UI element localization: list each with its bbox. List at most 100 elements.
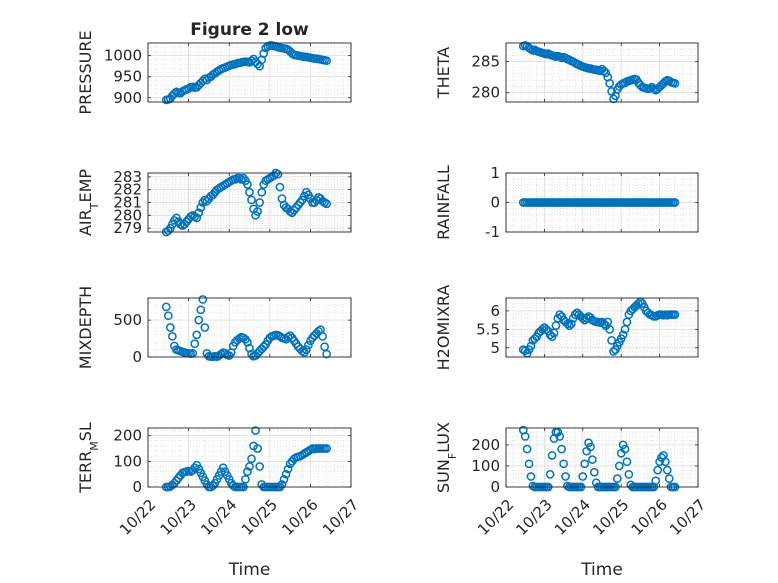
y-axis-label: RAINFALL <box>434 165 453 240</box>
data-point <box>243 467 252 476</box>
data-point <box>253 444 262 453</box>
data-point <box>526 341 536 351</box>
y-tick-label: 0 <box>132 348 142 366</box>
data-point <box>601 68 611 78</box>
y-axis-label-main: SUN <box>434 459 453 493</box>
data-point <box>651 476 661 486</box>
y-axis-label-subscript: F <box>446 453 459 459</box>
subplot-pressure: 900 950 1000 PRESSURE Figure 2 low <box>76 20 352 115</box>
data-point <box>555 432 565 441</box>
axes-frame <box>147 172 352 233</box>
data-point <box>566 319 576 329</box>
data-point <box>285 331 295 340</box>
y-axis-label: THETA <box>434 47 453 99</box>
y-axis-label-main: PRESSURE <box>76 30 95 114</box>
data-point <box>255 198 264 207</box>
data-point <box>322 444 331 453</box>
data-point <box>314 326 323 336</box>
data-point <box>563 319 572 329</box>
data-point <box>301 345 311 354</box>
data-point <box>622 457 632 467</box>
data-point <box>322 349 331 359</box>
data-point <box>618 440 628 450</box>
y-tick-label: -1 <box>485 223 500 241</box>
x-tick-label: 10/23 <box>512 496 555 539</box>
data-point <box>553 427 563 437</box>
subplot-h2omixra: 55.56 H2OMIXRA <box>434 285 699 371</box>
data-point <box>586 442 595 452</box>
data-point <box>620 444 630 454</box>
y-axis-label-main: TERR <box>76 451 95 494</box>
x-axis-label: Time <box>228 560 271 580</box>
data-point <box>253 207 262 216</box>
subplot-theta: 280 285 THETA <box>434 41 699 104</box>
data-point <box>588 455 597 464</box>
data-point <box>165 323 175 332</box>
data-point <box>559 459 568 469</box>
y-tick-label: 100 <box>113 452 142 470</box>
x-tick-label: 10/27 <box>319 496 362 539</box>
data-point <box>589 467 599 477</box>
y-tick-label: 5 <box>490 339 500 357</box>
data-point <box>613 474 622 483</box>
data-point <box>582 313 591 323</box>
y-tick-label: 900 <box>113 89 142 107</box>
data-point <box>161 302 171 312</box>
y-tick-label: 282 <box>113 181 142 199</box>
x-tick-label: 10/22 <box>116 496 159 539</box>
data-point <box>520 432 530 441</box>
y-axis-label-main: THETA <box>434 47 453 99</box>
x-tick-label: 10/25 <box>238 496 281 539</box>
data-point <box>561 472 570 481</box>
y-axis-label: PRESSURE <box>76 30 95 114</box>
data-point <box>243 180 252 189</box>
y-tick-label: 0 <box>132 478 142 496</box>
data-point <box>614 461 624 471</box>
y-tick-label: 6 <box>490 302 500 320</box>
y-tick-label: 100 <box>471 457 500 475</box>
y-tick-label: 5.5 <box>476 320 500 338</box>
data-point <box>190 339 200 349</box>
data-point <box>661 457 670 467</box>
y-axis-label-subscript: T <box>88 202 101 210</box>
y-tick-label: 1000 <box>104 47 142 65</box>
data-point <box>538 324 547 334</box>
data-point <box>281 469 291 479</box>
data-point <box>578 472 588 481</box>
data-point <box>192 330 202 340</box>
data-point <box>273 169 283 179</box>
data-point <box>565 321 574 331</box>
y-axis-label-rest: SL <box>76 422 95 441</box>
data-point <box>524 459 534 469</box>
data-point <box>570 310 580 319</box>
x-tick-label: 10/27 <box>666 496 709 539</box>
data-point <box>241 474 250 484</box>
y-axis-label: SUNFLUX <box>434 422 459 493</box>
axes-frame <box>147 297 352 358</box>
x-tick-label: 10/25 <box>589 496 632 539</box>
data-point <box>216 349 226 359</box>
data-point <box>664 474 674 483</box>
data-point <box>624 470 634 479</box>
y-axis-label-main: H2OMIXRA <box>434 285 453 371</box>
y-tick-label: 280 <box>113 206 142 224</box>
data-point <box>245 462 254 471</box>
x-tick-label: 10/26 <box>628 496 671 539</box>
axes-frame <box>505 297 699 358</box>
y-axis-label: H2OMIXRA <box>434 285 453 371</box>
data-point <box>283 464 293 474</box>
data-point <box>279 474 289 484</box>
data-point <box>605 324 615 334</box>
y-tick-label: 283 <box>113 168 142 186</box>
data-point <box>618 330 628 340</box>
axes-frame <box>505 427 699 488</box>
data-point <box>670 79 680 88</box>
data-point <box>170 89 179 98</box>
data-point <box>275 182 285 192</box>
data-point <box>255 462 264 471</box>
y-tick-label: 1 <box>490 164 500 182</box>
data-point <box>605 79 615 88</box>
